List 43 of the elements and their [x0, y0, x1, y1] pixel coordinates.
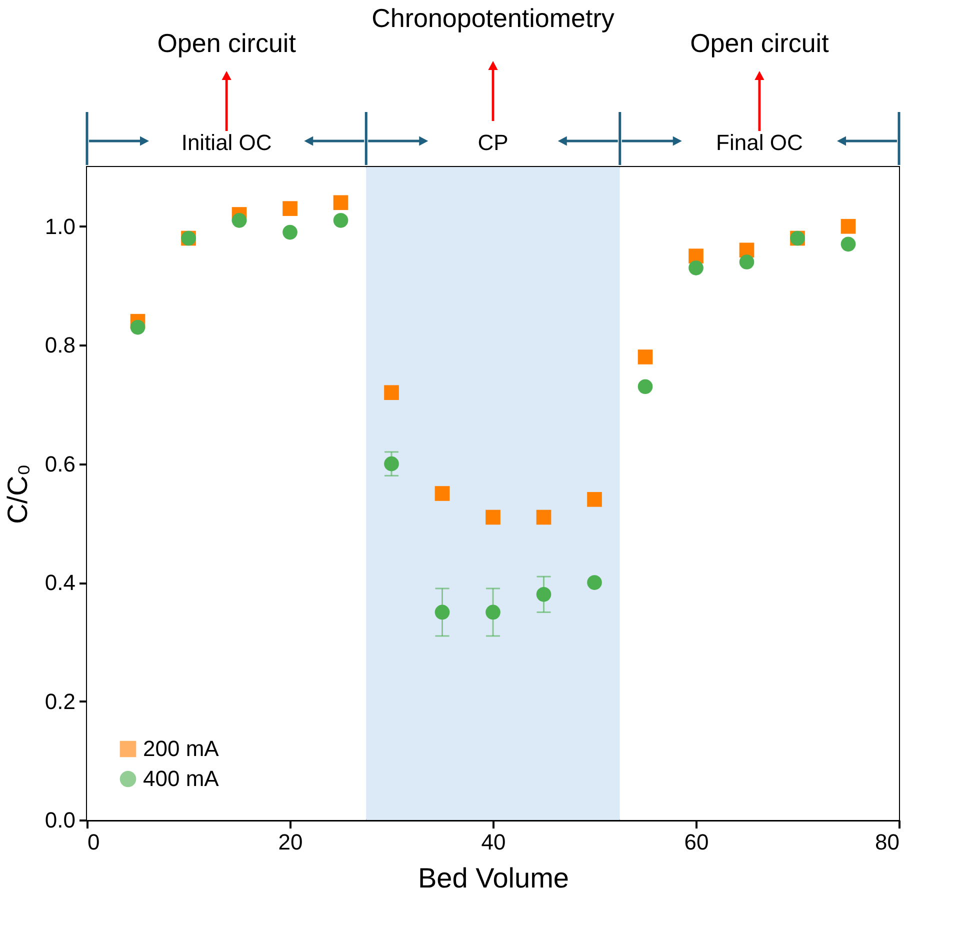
point [333, 195, 348, 210]
legend-label: 400 mA [143, 766, 220, 791]
point [536, 587, 552, 602]
point [486, 604, 500, 620]
y-tick-label: 0.0 [44, 808, 76, 832]
y-tick-label: 0.2 [44, 688, 76, 714]
point [840, 236, 856, 252]
point [282, 201, 298, 216]
text: Chronopotentiometry [372, 3, 614, 33]
point [232, 213, 247, 228]
point [384, 385, 399, 400]
point [638, 350, 653, 364]
legend-label: 200 mA [143, 736, 220, 761]
y-tick-label: 0.8 [44, 332, 76, 358]
text: Open circuit [157, 28, 297, 58]
point [536, 510, 552, 525]
point [840, 218, 856, 234]
text: Open circuit [690, 28, 830, 58]
x-tick-label: 80 [875, 830, 900, 854]
x-tick-label: 0 [88, 830, 100, 854]
x-tick-label: 60 [684, 830, 709, 854]
y-tick-label: 0.4 [44, 570, 76, 596]
point [739, 254, 754, 270]
point [587, 575, 602, 590]
point [486, 510, 500, 525]
point [384, 456, 399, 472]
band-label: CP [478, 130, 508, 155]
y-axis-title: C/C₀ [2, 464, 33, 524]
point [587, 492, 602, 507]
point [434, 486, 450, 501]
point [130, 320, 146, 335]
point [333, 213, 348, 228]
point [282, 224, 298, 240]
x-axis-title: Bed Volume [418, 862, 569, 894]
x-tick-label: 40 [481, 830, 506, 854]
x-tick-label: 20 [278, 830, 303, 854]
band-label: Final OC [716, 130, 803, 155]
y-tick-label: 0.6 [44, 451, 76, 476]
y-tick-label: 1.0 [44, 214, 76, 239]
band-label: Initial OC [181, 130, 272, 155]
point [688, 260, 704, 276]
point [434, 604, 450, 620]
point [638, 379, 653, 394]
